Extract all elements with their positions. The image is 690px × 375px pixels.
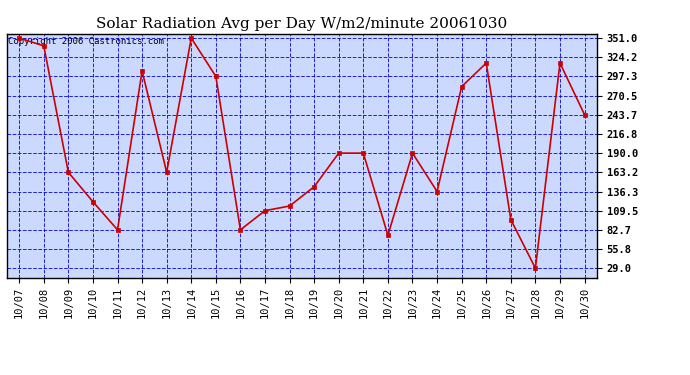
Title: Solar Radiation Avg per Day W/m2/minute 20061030: Solar Radiation Avg per Day W/m2/minute … bbox=[96, 17, 508, 31]
Text: Copyright 2006 Castronics.com: Copyright 2006 Castronics.com bbox=[8, 38, 164, 46]
